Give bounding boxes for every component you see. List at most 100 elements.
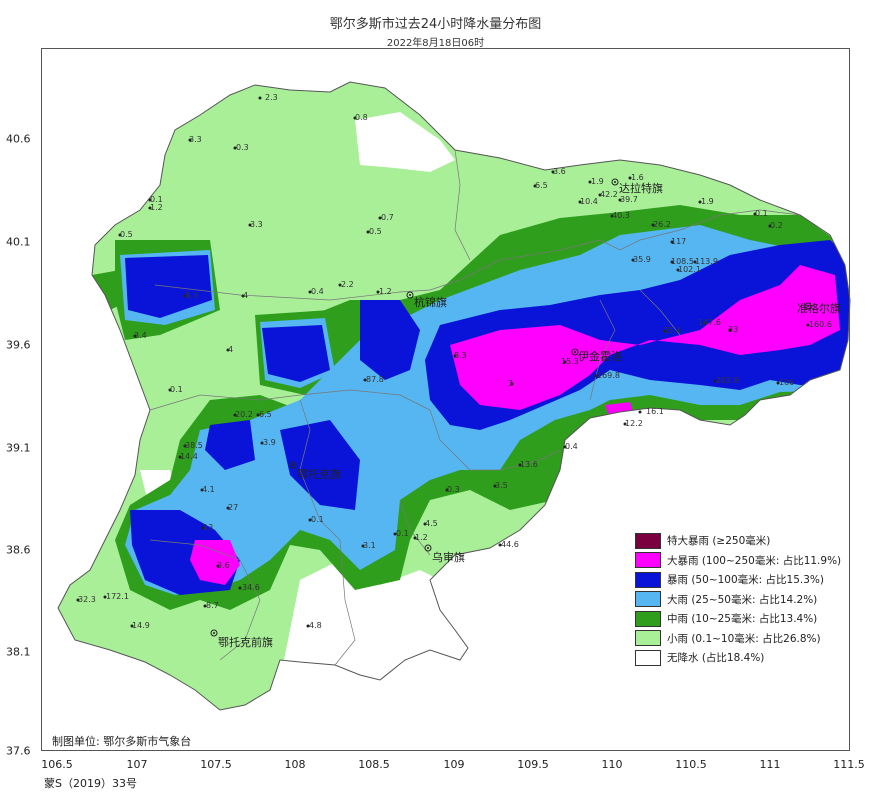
map-title: 鄂尔多斯市过去24小时降水量分布图 xyxy=(329,17,542,32)
station-value: 3.3 xyxy=(250,220,263,229)
station-value: 2.2 xyxy=(341,280,354,289)
legend-swatch xyxy=(635,591,661,608)
legend-label: 暴雨 (50~100毫米: 占比15.3%) xyxy=(667,574,824,587)
legend-label: 特大暴雨 (≥250毫米) xyxy=(667,535,771,548)
station-value: 27 xyxy=(228,503,239,512)
x-tick-label: 106.5 xyxy=(41,758,73,771)
station-value: 117 xyxy=(671,237,687,246)
x-tick-label: 110.5 xyxy=(675,758,707,771)
station-value: 4.5 xyxy=(425,519,438,528)
station-value: 3 xyxy=(508,379,514,388)
map-legend: 特大暴雨 (≥250毫米) 大暴雨 (100~250毫米: 占比11.9%) 暴… xyxy=(635,531,859,668)
station-value: 147.6 xyxy=(698,318,721,327)
place-label: 杭锦旗 xyxy=(414,296,447,309)
station-value: 10.4 xyxy=(580,197,598,206)
station-value: 0.3 xyxy=(447,485,460,494)
station-value: 169.8 xyxy=(597,371,620,380)
legend-label: 小雨 (0.1~10毫米: 占比26.8%) xyxy=(667,632,821,645)
station-value: 0.8 xyxy=(355,113,368,122)
station-value: 16.1 xyxy=(646,407,664,416)
x-tick-label: 107 xyxy=(126,758,148,771)
place-label: 伊金霍洛 xyxy=(578,350,622,363)
station-value: 3.1 xyxy=(363,541,376,550)
station-value: 4 xyxy=(243,291,249,300)
legend-swatch xyxy=(635,610,661,627)
station-value: 3.6 xyxy=(217,561,230,570)
station-value: 0.2 xyxy=(770,221,783,230)
legend-label: 大暴雨 (100~250毫米: 占比11.9%) xyxy=(667,554,842,567)
y-tick-label: 38.6 xyxy=(6,543,31,557)
x-tick-label: 110 xyxy=(601,758,623,771)
map-frame xyxy=(41,48,850,751)
legend-swatch xyxy=(635,630,661,647)
map-subtitle: 2022年8月18日06时 xyxy=(386,38,485,49)
station-value: 42.2 xyxy=(600,190,618,199)
station-value: 3.9 xyxy=(263,438,276,447)
station-value: 44.6 xyxy=(501,540,519,549)
station-value: 0.1 xyxy=(150,195,163,204)
y-tick-label: 40.1 xyxy=(6,235,31,249)
station-value: 106 xyxy=(779,378,795,387)
y-tick-label: 40.6 xyxy=(6,132,31,146)
place-label: 乌审旗 xyxy=(432,551,465,564)
approval-number: 蒙S（2019）33号 xyxy=(44,777,137,790)
station-value: 3.6 xyxy=(553,167,566,176)
legend-swatch xyxy=(635,571,661,588)
legend-item: 小雨 (0.1~10毫米: 占比26.8%) xyxy=(635,629,859,649)
x-tick-label: 109 xyxy=(443,758,465,771)
station-value: 14.4 xyxy=(180,452,198,461)
station-value: 15.3 xyxy=(561,357,579,366)
place-label: 准格尔旗 xyxy=(797,302,841,315)
station-value: 13 xyxy=(203,523,214,532)
station-value: 14.9 xyxy=(132,621,150,630)
producer-note: 制图单位: 鄂尔多斯市气象台 xyxy=(52,735,192,748)
station-value: 33 xyxy=(728,325,739,334)
station-value: 20.2 xyxy=(235,410,253,419)
x-tick-label: 111 xyxy=(759,758,781,771)
station-value: 0.5 xyxy=(369,227,382,236)
station-value: 0.5 xyxy=(120,230,133,239)
legend-item: 暴雨 (50~100毫米: 占比15.3%) xyxy=(635,570,859,590)
station-value: 0.1 xyxy=(170,385,183,394)
station-value: 2.3 xyxy=(265,93,278,102)
y-tick-label: 39.6 xyxy=(6,338,31,352)
station-value: 3.4 xyxy=(134,331,147,340)
legend-label: 大雨 (25~50毫米: 占比14.2%) xyxy=(667,593,818,606)
legend-swatch xyxy=(635,649,661,666)
legend-item: 大暴雨 (100~250毫米: 占比11.9%) xyxy=(635,551,859,571)
legend-item: 无降水 (占比18.4%) xyxy=(635,648,859,668)
station-value: 0.1 xyxy=(755,209,768,218)
place-label: 达拉特旗 xyxy=(619,182,663,195)
station-value: 87.8 xyxy=(366,375,384,384)
x-tick-label: 107.5 xyxy=(200,758,232,771)
legend-label: 无降水 (占比18.4%) xyxy=(667,652,765,665)
station-value: 6.5 xyxy=(535,181,548,190)
station-value: 32.3 xyxy=(78,595,96,604)
station-value: 1.9 xyxy=(701,197,714,206)
station-value: 3.3 xyxy=(189,135,202,144)
station-value: 3.5 xyxy=(495,481,508,490)
station-value: 113.9 xyxy=(695,257,718,266)
station-value: 35.4 xyxy=(663,326,681,335)
station-value: 102.1 xyxy=(678,265,701,274)
station-value: 6.5 xyxy=(259,410,272,419)
legend-label: 中雨 (10~25毫米: 占比13.4%) xyxy=(667,613,818,626)
station-value: 1.2 xyxy=(415,533,428,542)
station-value: 0.4 xyxy=(311,287,324,296)
legend-swatch xyxy=(635,552,661,569)
station-value: 8.3 xyxy=(454,351,467,360)
x-tick-label: 108 xyxy=(284,758,306,771)
legend-swatch xyxy=(635,532,661,549)
station-value: 4.8 xyxy=(309,621,322,630)
station-value: 39.7 xyxy=(620,195,638,204)
y-tick-label: 37.6 xyxy=(6,744,31,758)
station-value: 13.6 xyxy=(520,460,538,469)
legend-item: 中雨 (10~25毫米: 占比13.4%) xyxy=(635,609,859,629)
y-tick-label: 39.1 xyxy=(6,441,31,455)
y-tick-label: 38.1 xyxy=(6,645,31,659)
station-value: 8.3 xyxy=(185,291,198,300)
station-value: 0.4 xyxy=(565,442,578,451)
station-value: 172.1 xyxy=(106,592,129,601)
place-label: 鄂托克旗 xyxy=(297,468,341,481)
